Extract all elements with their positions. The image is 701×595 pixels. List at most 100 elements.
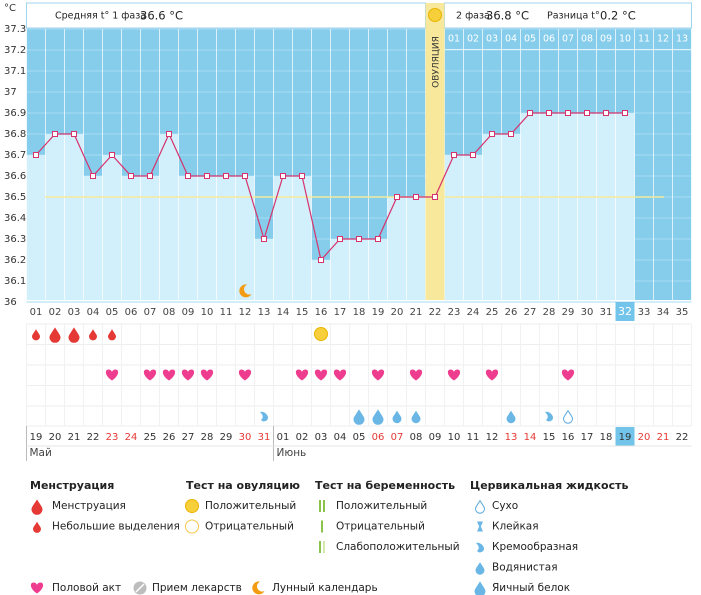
day-label: 08 xyxy=(163,307,176,318)
icon xyxy=(392,410,402,424)
icon xyxy=(105,369,119,381)
temperature-point xyxy=(280,173,286,179)
drop-icon xyxy=(474,499,486,514)
legend-item: Кремообразная xyxy=(492,541,578,553)
temperature-point xyxy=(204,173,210,179)
month-label: Май xyxy=(30,447,52,459)
legend-item: Положительный xyxy=(336,500,427,512)
test-icon xyxy=(314,327,328,341)
day-bar xyxy=(216,176,236,300)
temperature-point xyxy=(508,131,514,137)
icon xyxy=(162,369,176,381)
day-bar xyxy=(235,176,255,300)
date-label: 09 xyxy=(429,432,442,443)
icon xyxy=(68,327,80,343)
moon-icon xyxy=(252,581,265,595)
date-label: 19 xyxy=(30,432,43,443)
drop-icon xyxy=(31,499,43,515)
date-label: 20 xyxy=(638,432,651,443)
pill-icon xyxy=(135,583,145,593)
legend-item: Слабоположительный xyxy=(336,541,460,553)
temperature-point xyxy=(394,194,400,200)
drop-icon xyxy=(475,562,485,575)
date-label: 22 xyxy=(676,432,689,443)
date-label: 08 xyxy=(410,432,423,443)
day-bar xyxy=(501,134,521,300)
date-label: 27 xyxy=(182,432,195,443)
icon xyxy=(31,499,43,515)
phase2-day: 12 xyxy=(657,34,669,45)
day-label: 18 xyxy=(353,307,366,318)
day-label: 10 xyxy=(201,307,214,318)
date-label: 18 xyxy=(600,432,613,443)
legend-item: Положительный xyxy=(205,500,296,512)
heart-icon xyxy=(143,369,157,381)
day-label: 17 xyxy=(334,307,347,318)
icon xyxy=(185,519,199,534)
day-bar xyxy=(102,155,122,300)
diff-label: Разница t° xyxy=(547,11,600,22)
day-label: 26 xyxy=(505,307,518,318)
icon xyxy=(30,582,44,594)
icon xyxy=(185,499,199,513)
ovulation-band xyxy=(425,3,445,300)
phase2-day: 08 xyxy=(581,34,593,45)
day-label: 24 xyxy=(467,307,480,318)
icon xyxy=(485,369,499,381)
day-bar xyxy=(520,113,540,300)
temperature-point xyxy=(318,257,324,263)
icon xyxy=(314,369,328,381)
date-label: 16 xyxy=(562,432,575,443)
temperature-point xyxy=(546,110,552,116)
phase1-label: Средняя t° 1 фаза xyxy=(55,11,146,22)
date-label: 10 xyxy=(448,432,461,443)
legend-item: Половой акт xyxy=(52,582,121,594)
date-label: 20 xyxy=(49,432,62,443)
drop-icon xyxy=(411,410,421,424)
day-bar xyxy=(406,197,426,300)
date-label: 15 xyxy=(543,432,556,443)
day-label: 14 xyxy=(277,307,290,318)
day-label: 13 xyxy=(258,307,271,318)
date-label: 30 xyxy=(239,432,252,443)
test-icon xyxy=(323,541,325,553)
heart-icon xyxy=(371,369,385,381)
drop-icon xyxy=(108,329,116,341)
day-label: 12 xyxy=(239,307,252,318)
icon xyxy=(409,369,423,381)
day-bar xyxy=(254,239,274,300)
test-icon xyxy=(319,500,321,512)
phase2-day: 03 xyxy=(486,34,498,45)
icon xyxy=(475,562,485,575)
y-tick-label: 36 xyxy=(4,297,17,308)
day-bar xyxy=(26,155,46,300)
date-label: 21 xyxy=(68,432,81,443)
phase2-day: 10 xyxy=(619,34,631,45)
temperature-point xyxy=(489,131,495,137)
temperature-point xyxy=(185,173,191,179)
date-label: 24 xyxy=(125,432,138,443)
heart-icon xyxy=(561,369,575,381)
day-bar xyxy=(539,113,559,300)
creamy-icon xyxy=(545,411,554,422)
creamy-icon xyxy=(260,411,269,422)
phase2-day: 09 xyxy=(600,34,612,45)
temperature-point xyxy=(109,152,115,158)
icon xyxy=(295,369,309,381)
phase2-value: 36.8 °C xyxy=(486,9,529,23)
drop-icon xyxy=(474,581,486,595)
icon xyxy=(371,369,385,381)
icon xyxy=(252,581,265,595)
y-tick-label: 36.3 xyxy=(4,234,26,245)
icon xyxy=(143,369,157,381)
temperature-point xyxy=(242,173,248,179)
y-tick-label: 36.9 xyxy=(4,108,26,119)
phase2-day: 13 xyxy=(676,34,688,45)
legend-item: Лунный календарь xyxy=(272,582,378,594)
icon xyxy=(319,541,325,553)
day-label: 29 xyxy=(562,307,575,318)
legend-item: Водянистая xyxy=(492,562,558,574)
day-label: 25 xyxy=(486,307,499,318)
heart-icon xyxy=(105,369,119,381)
